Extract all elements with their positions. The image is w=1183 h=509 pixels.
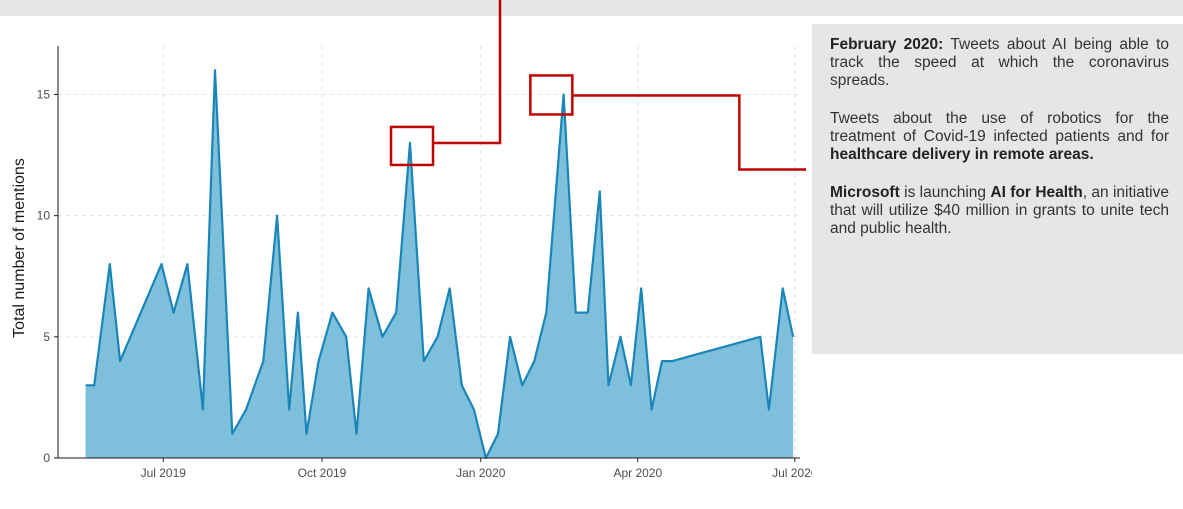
x-tick-label: Oct 2019 (298, 466, 347, 480)
top-band (0, 0, 1183, 16)
mentions-series-line (85, 69, 795, 460)
highlight-box-nov-2019 (389, 125, 435, 167)
note-3-text-2: , an initiative that will utilize $40 mi… (830, 184, 1169, 237)
y-tick-label: 5 (43, 330, 50, 344)
connector-nov-2019 (433, 0, 502, 145)
x-tick-label: Apr 2020 (613, 466, 662, 480)
x-tick-label: Jan 2020 (456, 466, 506, 480)
note-february-2020: February 2020: Tweets about AI being abl… (830, 36, 1169, 90)
note-3-text-1: is launching (899, 184, 991, 201)
x-tick-label: Jul 2020 (772, 466, 812, 480)
annotation-box: February 2020: Tweets about AI being abl… (812, 24, 1183, 354)
note-2-bold: healthcare delivery in remote areas. (830, 146, 1094, 163)
y-tick-label: 15 (37, 87, 51, 101)
axes (54, 46, 800, 462)
connector-feb-2020 (572, 94, 806, 171)
x-tick-labels: Jul 2019 Oct 2019 Jan 2020 Apr 2020 Jul 2020 (141, 466, 812, 480)
note-1-text: Tweets about AI being able to track the … (830, 36, 1169, 89)
note-microsoft: Microsoft is launching AI for Health, an… (830, 184, 1169, 238)
highlight-box-feb-2020 (529, 74, 574, 116)
x-tick-label: Jul 2019 (141, 466, 187, 480)
note-2-text: Tweets about the use of robotics for the… (830, 110, 1169, 145)
y-axis-title: Total number of mentions (11, 158, 28, 338)
highlight-callouts (389, 0, 806, 171)
y-tick-label: 10 (37, 209, 51, 223)
note-3-bold-2: AI for Health (990, 184, 1083, 201)
mentions-area-fill (85, 70, 794, 458)
note-1-bold: February 2020: (830, 36, 944, 53)
y-tick-label: 0 (43, 451, 50, 465)
note-3-bold-1: Microsoft (830, 184, 900, 201)
y-tick-labels: 0 5 10 15 (37, 87, 51, 465)
note-robotics: Tweets about the use of robotics for the… (830, 110, 1169, 164)
